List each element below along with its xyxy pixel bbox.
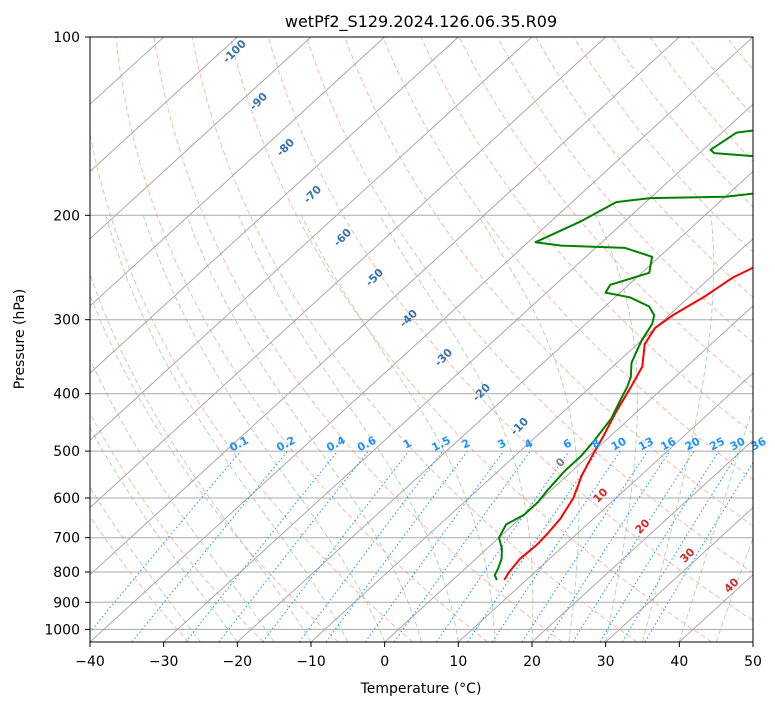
dry-adiabat-line xyxy=(268,37,753,622)
moist-adiabat-line xyxy=(90,272,312,642)
mixing-ratio-line xyxy=(90,450,242,633)
isotherm-line xyxy=(90,37,386,307)
dewpoint-profile-line xyxy=(493,129,753,581)
dry-adiabat-line xyxy=(90,412,264,642)
dry-adiabat-line xyxy=(765,37,775,642)
x-tick-label: 50 xyxy=(744,654,762,670)
mixing-ratio-line xyxy=(545,450,671,642)
moist-adiabat-line xyxy=(678,404,753,642)
isotherm-line xyxy=(163,103,753,642)
isotherm-line xyxy=(90,37,533,442)
x-tick-label: 30 xyxy=(597,654,615,670)
plot-frame xyxy=(89,36,754,643)
mixing-ratio-line xyxy=(491,450,621,642)
y-tick-label: 200 xyxy=(53,208,80,224)
mixing-ratio-line xyxy=(467,450,599,642)
isotherm-line xyxy=(531,439,753,642)
isotherm-line xyxy=(384,305,753,642)
mixing-ratio-line xyxy=(621,450,740,642)
mixing-ratio-line xyxy=(393,450,531,642)
isotherm-line xyxy=(90,37,459,374)
y-tick-label: 700 xyxy=(53,531,80,547)
x-axis-label: Temperature (°C) xyxy=(360,681,482,697)
mixing-ratio-label: 25 xyxy=(707,435,727,454)
dry-adiabat-line xyxy=(420,37,753,435)
mixing-ratio-line xyxy=(435,450,570,642)
mixing-ratio-line xyxy=(325,450,468,642)
mixing-ratio-label: 36 xyxy=(749,435,769,454)
y-tick-label: 1000 xyxy=(44,622,80,638)
dry-adiabat-line xyxy=(115,37,488,642)
isotherm-line xyxy=(90,37,607,509)
mixing-ratio-label: 16 xyxy=(658,435,678,454)
mixing-ratio-line xyxy=(298,450,444,642)
mixing-ratio-line xyxy=(262,450,410,642)
x-tick-label: −30 xyxy=(149,654,179,670)
y-tick-label: 100 xyxy=(53,30,80,46)
isotherm-line xyxy=(236,170,753,642)
mixing-ratio-label: 13 xyxy=(636,435,656,454)
dry-adiabat-line xyxy=(191,37,638,642)
moist-adiabat-line xyxy=(477,215,580,642)
temperature-profile-line xyxy=(503,266,753,581)
isotherm-line xyxy=(752,641,753,642)
mixing-ratio-line xyxy=(572,450,695,642)
mixing-ratio-line xyxy=(131,450,288,642)
moist-adiabat-line xyxy=(142,215,386,642)
mixing-ratio-label: 20 xyxy=(683,435,703,454)
isotherm-line xyxy=(90,37,238,173)
dry-adiabat-line xyxy=(382,37,753,481)
isotherm-line xyxy=(457,372,753,642)
y-tick-label: 800 xyxy=(53,565,80,581)
mixing-ratio-line xyxy=(364,450,505,642)
isotherm-line xyxy=(90,37,312,240)
moist-adiabat-line xyxy=(186,215,422,642)
y-tick-label: 900 xyxy=(53,595,80,611)
moist-adiabat-line xyxy=(300,215,496,642)
isotherm-line xyxy=(90,37,680,576)
moist-adiabat-line xyxy=(105,215,349,642)
y-tick-label: 600 xyxy=(53,491,80,507)
mixing-ratio-line xyxy=(521,450,649,642)
dry-adiabat-line xyxy=(535,37,753,298)
y-tick-label: 300 xyxy=(53,313,80,329)
y-axis-label: Pressure (hPa) xyxy=(12,289,28,389)
chart-title: wetPf2_S129.2024.126.06.35.R09 xyxy=(285,12,557,32)
x-tick-label: 0 xyxy=(380,654,389,670)
mixing-ratio-label: 30 xyxy=(728,435,748,454)
x-tick-label: −40 xyxy=(75,654,105,670)
x-tick-label: 20 xyxy=(523,654,541,670)
isotherm-line xyxy=(90,37,753,642)
isotherm-line xyxy=(605,506,753,642)
dry-adiabat-line xyxy=(153,37,563,642)
x-tick-label: 10 xyxy=(449,654,467,670)
y-tick-label: 400 xyxy=(53,387,80,403)
y-tick-label: 500 xyxy=(53,444,80,460)
mixing-ratio-line xyxy=(185,450,338,642)
x-tick-label: −20 xyxy=(223,654,253,670)
mixing-ratio-label: 10 xyxy=(609,435,629,454)
moist-adiabat-line xyxy=(642,215,715,642)
x-tick-label: 40 xyxy=(670,654,688,670)
dry-adiabat-line xyxy=(496,37,753,344)
dry-adiabat-line xyxy=(306,37,753,574)
x-tick-label: −10 xyxy=(296,654,326,670)
